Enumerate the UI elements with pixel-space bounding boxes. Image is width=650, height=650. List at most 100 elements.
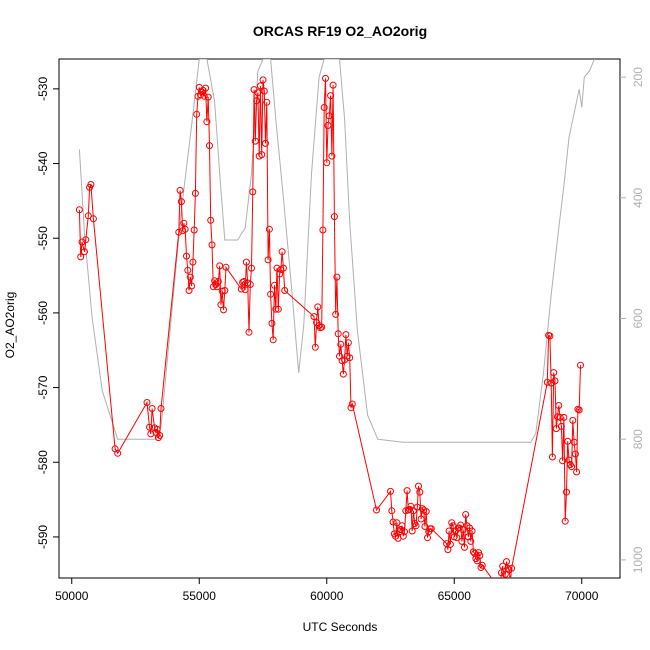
data-point bbox=[422, 508, 430, 515]
data-point bbox=[314, 303, 322, 311]
data-point bbox=[575, 406, 583, 414]
data-point bbox=[240, 278, 248, 285]
y-tick-label: -590 bbox=[36, 525, 50, 549]
chart-title: ORCAS RF19 O2_AO2orig bbox=[253, 23, 427, 39]
data-point bbox=[468, 527, 476, 535]
x-axis-label: UTC Seconds bbox=[303, 620, 378, 634]
data-point bbox=[569, 416, 577, 424]
data-point bbox=[416, 488, 424, 496]
series-layer bbox=[75, 59, 595, 585]
data-point bbox=[203, 118, 211, 126]
data-point bbox=[193, 110, 201, 118]
data-point bbox=[573, 468, 581, 476]
data-point bbox=[344, 339, 352, 347]
data-point bbox=[563, 488, 570, 496]
data-point bbox=[221, 287, 229, 294]
data-point bbox=[387, 487, 394, 495]
data-point bbox=[417, 515, 425, 523]
data-point bbox=[181, 225, 189, 233]
data-point bbox=[347, 404, 355, 412]
data-point bbox=[276, 270, 284, 278]
data-point bbox=[453, 534, 461, 542]
data-point bbox=[267, 290, 275, 298]
data-point bbox=[175, 228, 183, 236]
data-point bbox=[413, 503, 421, 511]
data-point bbox=[322, 74, 329, 82]
data-point bbox=[253, 97, 261, 105]
data-point bbox=[373, 506, 380, 514]
data-point bbox=[248, 264, 255, 272]
data-point bbox=[328, 152, 336, 160]
data-point bbox=[237, 285, 245, 293]
data-point bbox=[574, 405, 582, 413]
data-point bbox=[242, 258, 250, 266]
data-point bbox=[497, 569, 505, 577]
data-point bbox=[260, 87, 268, 95]
data-point bbox=[189, 258, 197, 266]
data-point bbox=[319, 226, 327, 234]
data-point bbox=[329, 81, 337, 89]
x-tick-label: 55000 bbox=[183, 589, 217, 603]
data-point bbox=[324, 122, 332, 129]
data-point bbox=[246, 281, 254, 288]
data-point bbox=[251, 137, 259, 145]
data-point bbox=[342, 331, 350, 339]
data-point bbox=[153, 425, 161, 433]
x-tick-label: 50000 bbox=[55, 589, 89, 603]
data-point bbox=[504, 564, 512, 572]
data-point bbox=[397, 526, 405, 533]
y-tick-label: -560 bbox=[36, 301, 50, 325]
plot-frame bbox=[58, 58, 621, 579]
data-point bbox=[462, 511, 470, 518]
y2-tick-label: 800 bbox=[631, 429, 645, 449]
data-point bbox=[459, 526, 467, 533]
data-point bbox=[478, 561, 486, 569]
data-point bbox=[89, 215, 97, 223]
data-point bbox=[547, 379, 555, 387]
data-point bbox=[409, 507, 417, 515]
data-point bbox=[279, 264, 287, 272]
data-point bbox=[264, 256, 272, 264]
y-axis-label: O2_AO2orig bbox=[3, 292, 17, 359]
data-point bbox=[389, 518, 397, 526]
data-point bbox=[508, 564, 516, 572]
data-point bbox=[467, 537, 475, 545]
right-axis-series-line bbox=[78, 59, 595, 443]
data-point bbox=[269, 336, 277, 344]
data-point bbox=[311, 343, 319, 351]
data-point bbox=[568, 463, 576, 471]
y-tick-label: -540 bbox=[36, 151, 50, 175]
data-point bbox=[346, 354, 354, 362]
data-point bbox=[427, 525, 435, 533]
data-point bbox=[507, 579, 513, 585]
data-point bbox=[220, 306, 227, 314]
data-point bbox=[239, 278, 247, 286]
data-point bbox=[77, 253, 85, 261]
data-point bbox=[501, 570, 509, 578]
data-point bbox=[191, 189, 199, 197]
data-point bbox=[184, 266, 192, 274]
data-point bbox=[501, 579, 507, 585]
data-point bbox=[469, 548, 477, 556]
data-point bbox=[249, 188, 257, 196]
y2-tick-label: 200 bbox=[631, 67, 645, 87]
data-point bbox=[274, 305, 282, 313]
y-tick-label: -550 bbox=[36, 226, 50, 250]
data-point bbox=[265, 225, 273, 233]
data-point bbox=[202, 84, 210, 92]
data-point bbox=[548, 453, 556, 461]
data-point bbox=[177, 198, 185, 206]
x-tick-label: 70000 bbox=[565, 589, 599, 603]
data-point bbox=[503, 558, 510, 566]
y-tick-label: -570 bbox=[36, 375, 50, 399]
data-point bbox=[332, 310, 340, 318]
data-point bbox=[557, 422, 565, 430]
y-tick-label: -580 bbox=[36, 450, 50, 474]
data-point bbox=[176, 186, 184, 194]
y2-tick-label: 1000 bbox=[631, 546, 645, 573]
data-point bbox=[565, 456, 573, 464]
data-point bbox=[334, 330, 342, 338]
data-point bbox=[211, 277, 219, 285]
data-point bbox=[82, 236, 90, 244]
